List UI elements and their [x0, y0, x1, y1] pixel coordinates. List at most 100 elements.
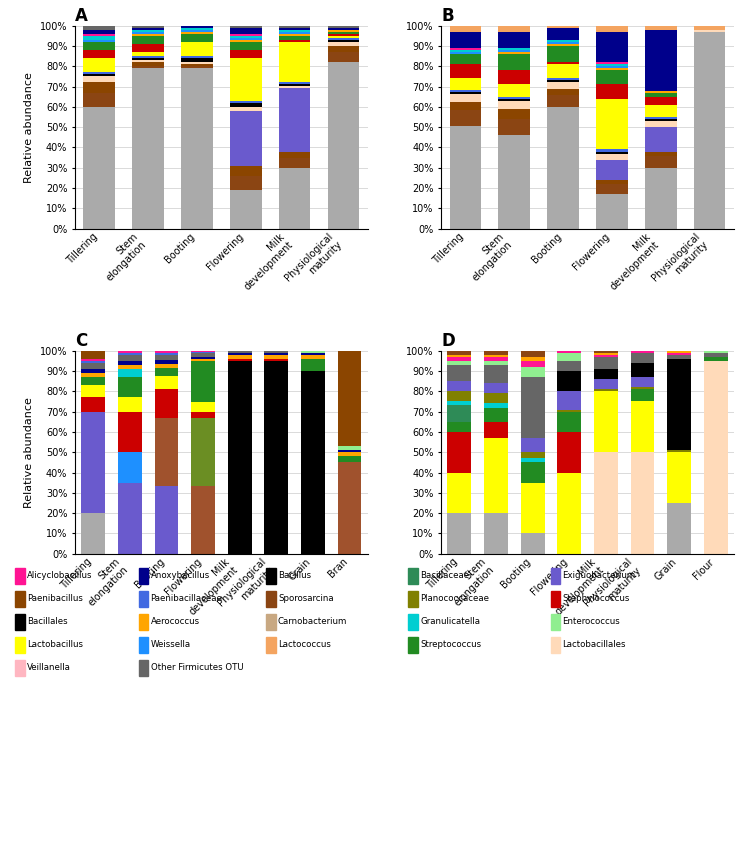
Bar: [449, 78, 482, 90]
Bar: [594, 351, 618, 353]
Bar: [230, 37, 261, 40]
Bar: [594, 452, 618, 554]
Bar: [264, 351, 288, 353]
Bar: [133, 62, 164, 66]
Bar: [191, 351, 215, 352]
Bar: [594, 354, 618, 357]
Bar: [548, 40, 579, 42]
Bar: [596, 153, 628, 159]
Bar: [557, 351, 581, 353]
Bar: [521, 360, 545, 367]
Bar: [449, 64, 482, 78]
Bar: [645, 117, 676, 119]
Bar: [133, 68, 164, 228]
Bar: [327, 61, 360, 228]
Bar: [498, 32, 530, 48]
Bar: [83, 50, 115, 58]
Bar: [264, 354, 288, 359]
Bar: [327, 36, 360, 37]
Bar: [521, 377, 545, 438]
Bar: [557, 473, 581, 554]
Bar: [498, 50, 530, 52]
Bar: [645, 121, 676, 127]
Bar: [327, 30, 360, 32]
Bar: [83, 106, 115, 228]
Bar: [521, 351, 545, 357]
Y-axis label: Relative abundance: Relative abundance: [24, 72, 34, 182]
Bar: [327, 42, 360, 46]
Text: Paenibacillaceae: Paenibacillaceae: [151, 595, 222, 603]
Bar: [327, 27, 360, 30]
Bar: [133, 66, 164, 68]
Bar: [498, 84, 530, 96]
Bar: [594, 357, 618, 369]
Y-axis label: Relative abundance: Relative abundance: [24, 397, 34, 508]
Bar: [449, 26, 482, 32]
Bar: [154, 351, 178, 353]
Bar: [191, 352, 215, 354]
Bar: [521, 483, 545, 533]
Bar: [704, 360, 727, 554]
Bar: [645, 168, 676, 228]
Bar: [338, 351, 362, 446]
Bar: [301, 371, 325, 554]
Bar: [557, 353, 581, 360]
Bar: [484, 394, 508, 404]
Text: Paenibacillus: Paenibacillus: [27, 595, 83, 603]
Bar: [230, 106, 261, 111]
Bar: [521, 367, 545, 377]
Bar: [230, 27, 261, 34]
Bar: [82, 351, 105, 359]
Bar: [83, 58, 115, 72]
Bar: [154, 364, 178, 368]
Bar: [181, 64, 213, 66]
Bar: [548, 64, 579, 78]
Bar: [484, 422, 508, 438]
Bar: [667, 503, 691, 554]
Bar: [548, 46, 579, 62]
Bar: [228, 353, 252, 354]
Bar: [631, 389, 655, 401]
Bar: [118, 452, 142, 483]
Bar: [447, 360, 471, 365]
Bar: [594, 379, 618, 389]
Bar: [645, 119, 676, 121]
Bar: [596, 194, 628, 228]
Bar: [118, 353, 142, 354]
Bar: [449, 102, 482, 110]
Bar: [447, 432, 471, 473]
Bar: [548, 62, 579, 64]
Bar: [338, 446, 362, 450]
Bar: [191, 357, 215, 359]
Bar: [557, 391, 581, 410]
Bar: [133, 26, 164, 27]
Bar: [484, 351, 508, 354]
Bar: [230, 50, 261, 58]
Bar: [133, 52, 164, 56]
Bar: [667, 452, 691, 503]
Bar: [594, 391, 618, 452]
Bar: [264, 360, 288, 554]
Bar: [667, 353, 691, 354]
Bar: [82, 412, 105, 513]
Bar: [498, 109, 530, 119]
Bar: [181, 26, 213, 27]
Bar: [181, 42, 213, 56]
Bar: [645, 96, 676, 105]
Bar: [154, 360, 178, 364]
Bar: [594, 353, 618, 354]
Bar: [548, 106, 579, 228]
Bar: [548, 83, 579, 89]
Bar: [133, 30, 164, 32]
Bar: [118, 365, 142, 369]
Bar: [133, 27, 164, 30]
Bar: [449, 32, 482, 48]
Bar: [596, 159, 628, 180]
Bar: [596, 32, 628, 62]
Bar: [230, 176, 261, 190]
Bar: [498, 26, 530, 32]
Bar: [279, 30, 311, 32]
Bar: [82, 385, 105, 397]
Bar: [181, 56, 213, 58]
Bar: [557, 412, 581, 432]
